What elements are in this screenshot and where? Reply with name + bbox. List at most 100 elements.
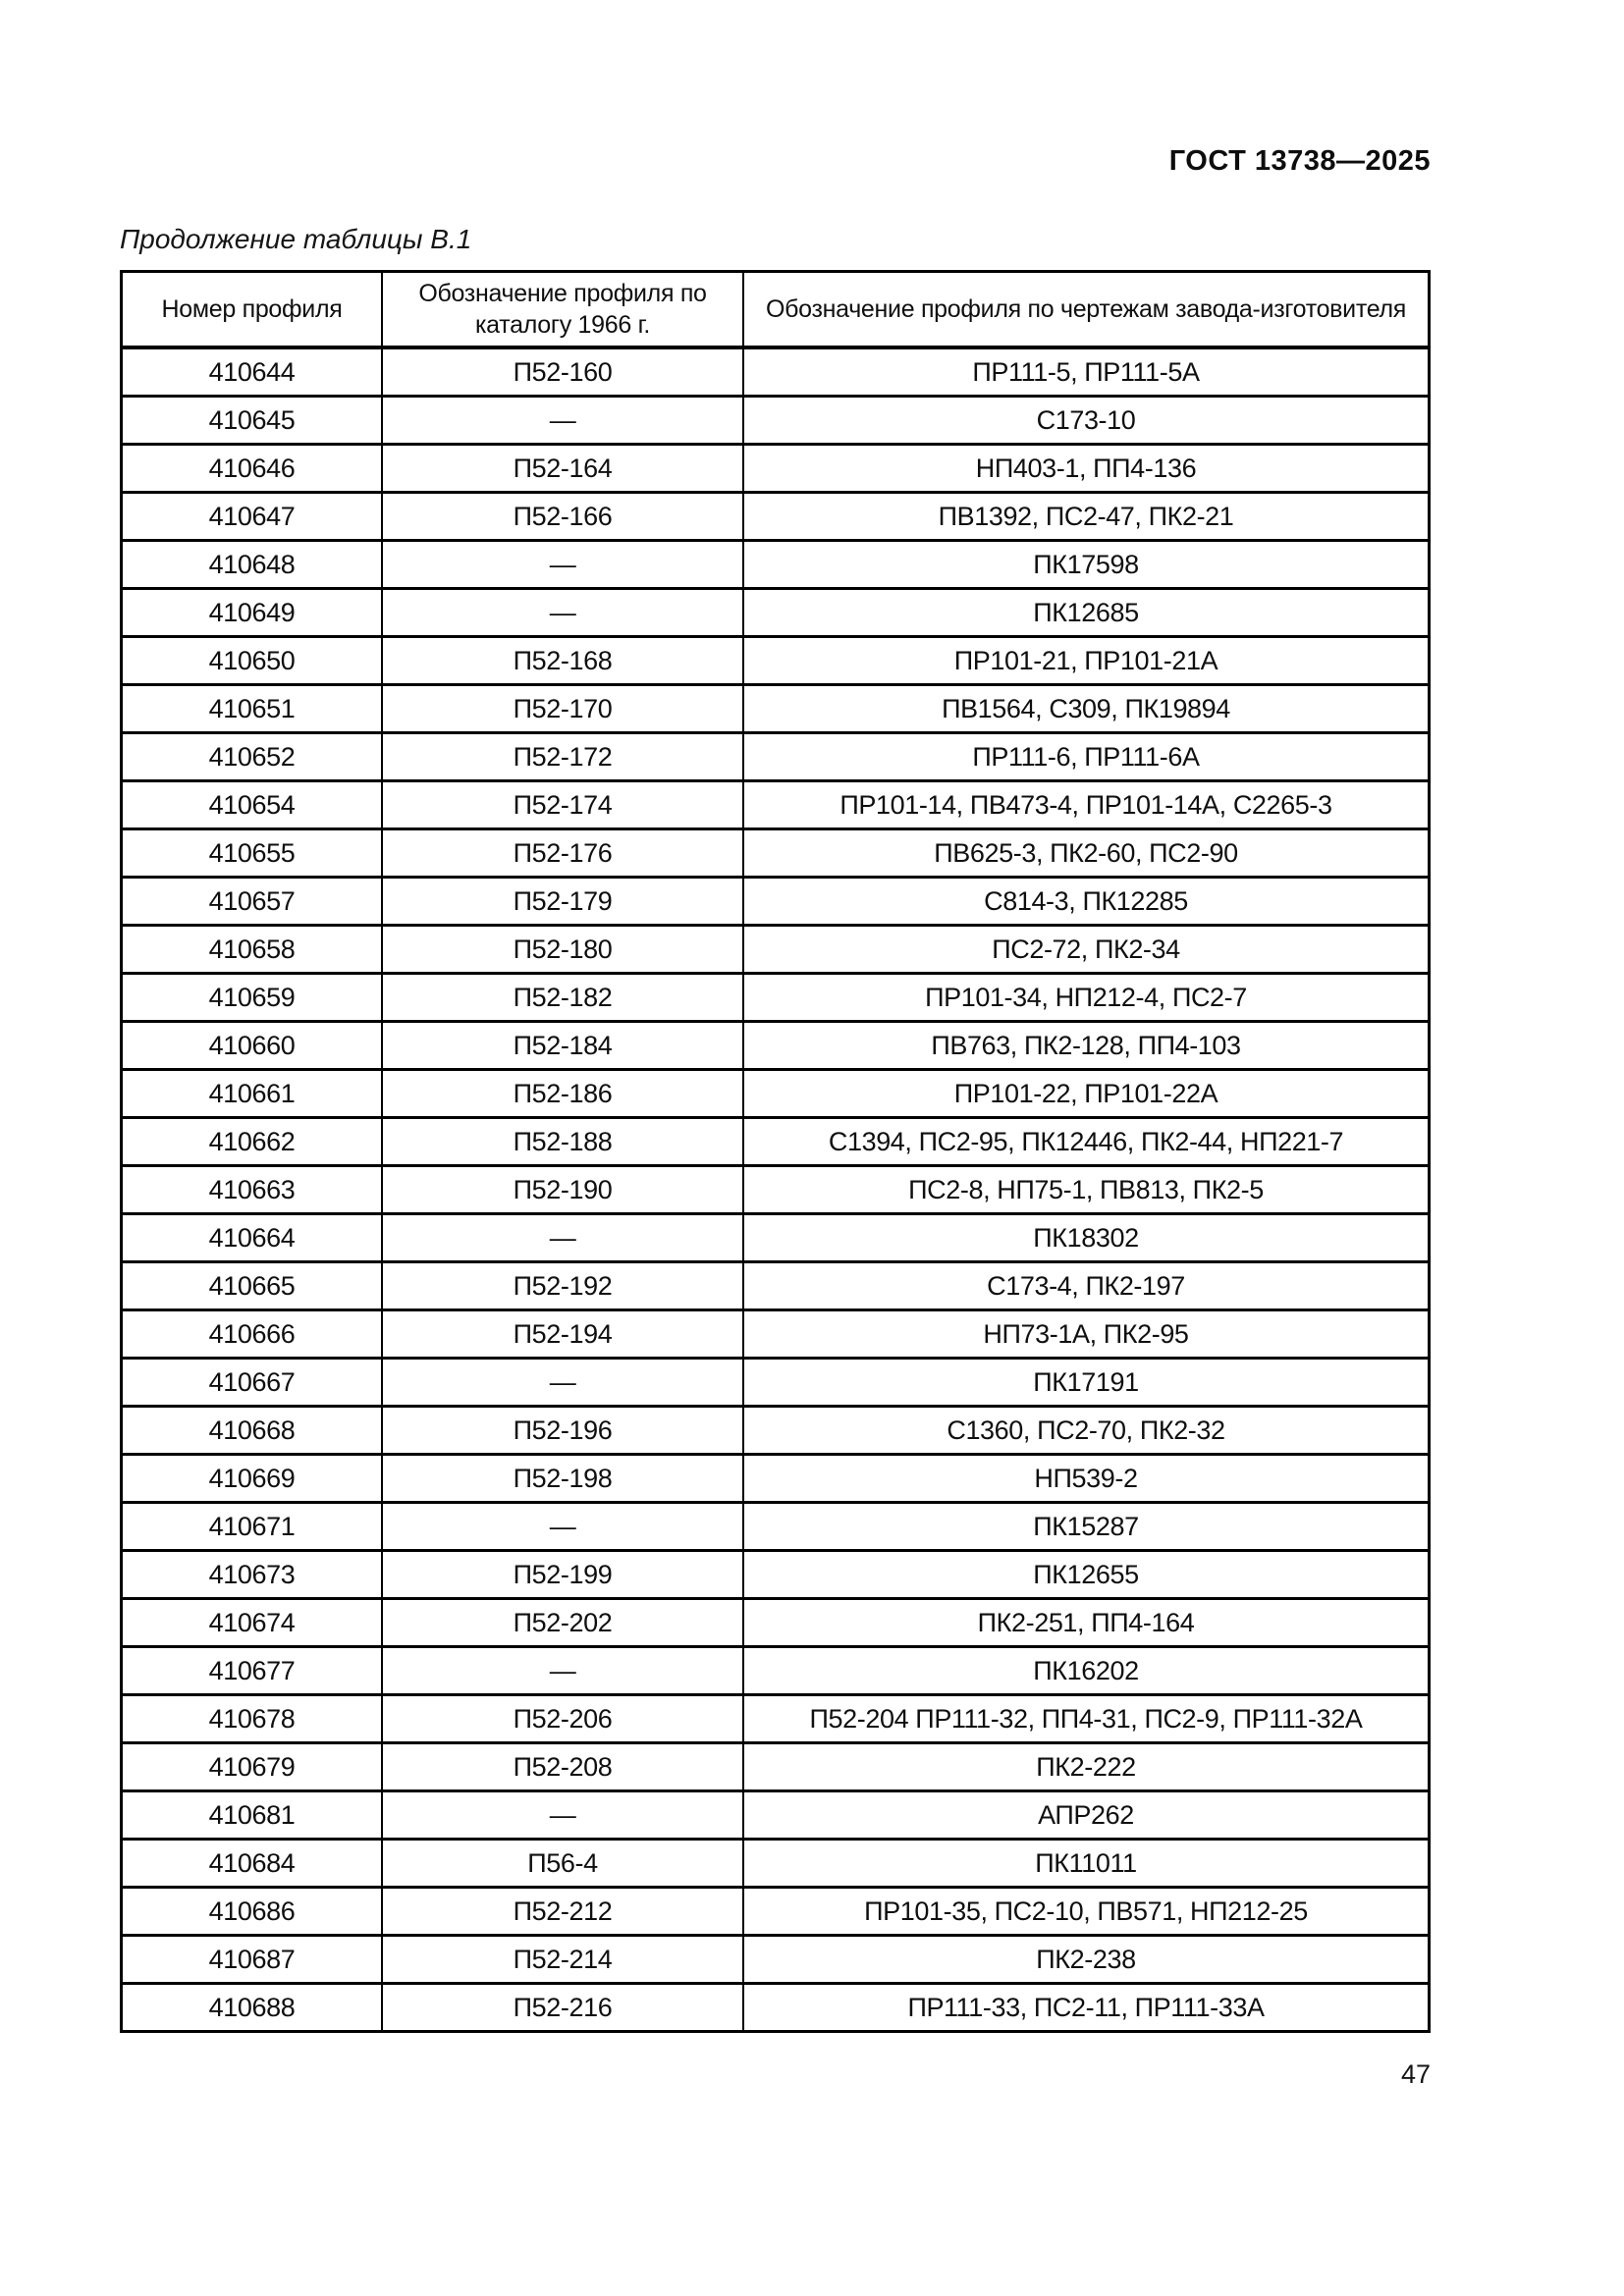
cell-profile-number: 410644	[123, 347, 383, 395]
cell-catalog-1966-designation: —	[383, 539, 744, 587]
cell-manufacturer-designation: ПК11011	[744, 1838, 1428, 1886]
cell-catalog-1966-designation: П52-184	[383, 1020, 744, 1068]
cell-catalog-1966-designation: П52-168	[383, 635, 744, 683]
table-row: 410658 П52-180 ПС2-72, ПК2-34	[123, 924, 1428, 972]
cell-profile-number: 410660	[123, 1020, 383, 1068]
profiles-table-header: Номер профиля Обозначение профиля по кат…	[123, 273, 1428, 347]
cell-manufacturer-designation: С173-10	[744, 395, 1428, 443]
cell-catalog-1966-designation: —	[383, 395, 744, 443]
cell-manufacturer-designation: С1360, ПС2-70, ПК2-32	[744, 1405, 1428, 1453]
table-continuation-caption: Продолжение таблицы В.1	[120, 224, 472, 254]
cell-profile-number: 410647	[123, 491, 383, 539]
table-row: 410669 П52-198 НП539-2	[123, 1453, 1428, 1501]
cell-profile-number: 410666	[123, 1308, 383, 1357]
cell-catalog-1966-designation: П52-180	[383, 924, 744, 972]
table-row: 410664— ПК18302	[123, 1212, 1428, 1260]
cell-profile-number: 410687	[123, 1934, 383, 1982]
cell-manufacturer-designation: НП73-1А, ПК2-95	[744, 1308, 1428, 1357]
cell-profile-number: 410651	[123, 683, 383, 731]
cell-manufacturer-designation: ПК17598	[744, 539, 1428, 587]
profiles-table: Номер профиля Обозначение профиля по кат…	[120, 270, 1431, 2033]
cell-manufacturer-designation: ПР101-14, ПВ473-4, ПР101-14А, С2265-3	[744, 779, 1428, 828]
table-body: 410644 П52-160 ПР111-5, ПР111-5А 410645— С17…	[123, 347, 1428, 2030]
table-row: 410667— ПК17191	[123, 1357, 1428, 1405]
cell-catalog-1966-designation: П52-214	[383, 1934, 744, 1982]
cell-manufacturer-designation: ПС2-72, ПК2-34	[744, 924, 1428, 972]
cell-catalog-1966-designation: —	[383, 1501, 744, 1549]
cell-manufacturer-designation: ПР101-34, НП212-4, ПС2-7	[744, 972, 1428, 1020]
table-row: 410681— АПР262	[123, 1789, 1428, 1838]
table-row: 410662 П52-188 С1394, ПС2-95, ПК12446, ПК2…	[123, 1116, 1428, 1164]
cell-manufacturer-designation: ПР111-33, ПС2-11, ПР111-33А	[744, 1982, 1428, 2030]
table-row: 410644 П52-160 ПР111-5, ПР111-5А	[123, 347, 1428, 395]
cell-catalog-1966-designation: П52-208	[383, 1741, 744, 1789]
cell-manufacturer-designation: ПВ1564, С309, ПК19894	[744, 683, 1428, 731]
cell-profile-number: 410667	[123, 1357, 383, 1405]
cell-manufacturer-designation: ПВ625-3, ПК2-60, ПС2-90	[744, 828, 1428, 876]
cell-profile-number: 410674	[123, 1597, 383, 1645]
cell-profile-number: 410663	[123, 1164, 383, 1212]
table-row: 410654 П52-174 ПР101-14, ПВ473-4, ПР101-14…	[123, 779, 1428, 828]
column-header-profile-number: Номер профиля	[123, 273, 383, 347]
cell-profile-number: 410679	[123, 1741, 383, 1789]
cell-profile-number: 410688	[123, 1982, 383, 2030]
cell-catalog-1966-designation: —	[383, 1645, 744, 1693]
cell-manufacturer-designation: ПК16202	[744, 1645, 1428, 1693]
column-header-manufacturer-designation: Обозначение профиля по чертежам завода-и…	[744, 273, 1428, 347]
cell-manufacturer-designation: ПК12685	[744, 587, 1428, 635]
cell-profile-number: 410681	[123, 1789, 383, 1838]
cell-manufacturer-designation: ПР111-5, ПР111-5А	[744, 347, 1428, 395]
cell-manufacturer-designation: ПК2-251, ПП4-164	[744, 1597, 1428, 1645]
cell-profile-number: 410686	[123, 1886, 383, 1934]
cell-catalog-1966-designation: П52-170	[383, 683, 744, 731]
table-row: 410657 П52-179 С814-3, ПК12285	[123, 876, 1428, 924]
table-row: 410684 П56-4 ПК11011	[123, 1838, 1428, 1886]
table-row: 410665 П52-192 С173-4, ПК2-197	[123, 1260, 1428, 1308]
cell-profile-number: 410652	[123, 731, 383, 779]
table-row: 410666 П52-194 НП73-1А, ПК2-95	[123, 1308, 1428, 1357]
cell-manufacturer-designation: ПР101-22, ПР101-22А	[744, 1068, 1428, 1116]
cell-manufacturer-designation: ПВ1392, ПС2-47, ПК2-21	[744, 491, 1428, 539]
cell-profile-number: 410646	[123, 443, 383, 491]
cell-profile-number: 410662	[123, 1116, 383, 1164]
table-row: 410687 П52-214 ПК2-238	[123, 1934, 1428, 1982]
table-row: 410648— ПК17598	[123, 539, 1428, 587]
cell-profile-number: 410648	[123, 539, 383, 587]
cell-catalog-1966-designation: П52-179	[383, 876, 744, 924]
table-row: 410674 П52-202 ПК2-251, ПП4-164	[123, 1597, 1428, 1645]
cell-manufacturer-designation: ПК15287	[744, 1501, 1428, 1549]
column-header-catalog-1966-designation: Обозначение профиля по каталогу 1966 г.	[383, 273, 744, 347]
cell-manufacturer-designation: ПР111-6, ПР111-6А	[744, 731, 1428, 779]
cell-manufacturer-designation: ПК17191	[744, 1357, 1428, 1405]
cell-catalog-1966-designation: П52-192	[383, 1260, 744, 1308]
cell-profile-number: 410655	[123, 828, 383, 876]
cell-catalog-1966-designation: П52-186	[383, 1068, 744, 1116]
cell-profile-number: 410684	[123, 1838, 383, 1886]
page-number: 47	[1400, 2059, 1431, 2089]
table-row: 410651 П52-170 ПВ1564, С309, ПК19894	[123, 683, 1428, 731]
table-row: 410677— ПК16202	[123, 1645, 1428, 1693]
table-row: 410661 П52-186 ПР101-22, ПР101-22А	[123, 1068, 1428, 1116]
cell-profile-number: 410673	[123, 1549, 383, 1597]
table-row: 410655 П52-176 ПВ625-3, ПК2-60, ПС2-90	[123, 828, 1428, 876]
cell-manufacturer-designation: С173-4, ПК2-197	[744, 1260, 1428, 1308]
cell-catalog-1966-designation: П52-160	[383, 347, 744, 395]
cell-catalog-1966-designation: П52-164	[383, 443, 744, 491]
cell-profile-number: 410657	[123, 876, 383, 924]
cell-catalog-1966-designation: П52-206	[383, 1693, 744, 1741]
cell-profile-number: 410645	[123, 395, 383, 443]
cell-manufacturer-designation: ПС2-8, НП75-1, ПВ813, ПК2-5	[744, 1164, 1428, 1212]
table-row: 410673 П52-199 ПК12655	[123, 1549, 1428, 1597]
cell-manufacturer-designation: С1394, ПС2-95, ПК12446, ПК2-44, НП221-7	[744, 1116, 1428, 1164]
cell-catalog-1966-designation: П52-212	[383, 1886, 744, 1934]
cell-catalog-1966-designation: П52-174	[383, 779, 744, 828]
cell-catalog-1966-designation: П52-199	[383, 1549, 744, 1597]
cell-catalog-1966-designation: П52-188	[383, 1116, 744, 1164]
table-row: 410668 П52-196 С1360, ПС2-70, ПК2-32	[123, 1405, 1428, 1453]
cell-catalog-1966-designation: П52-182	[383, 972, 744, 1020]
table-row: 410679 П52-208 ПК2-222	[123, 1741, 1428, 1789]
cell-profile-number: 410659	[123, 972, 383, 1020]
table-row: 410688 П52-216 ПР111-33, ПС2-11, ПР111-33А	[123, 1982, 1428, 2030]
cell-catalog-1966-designation: П52-190	[383, 1164, 744, 1212]
